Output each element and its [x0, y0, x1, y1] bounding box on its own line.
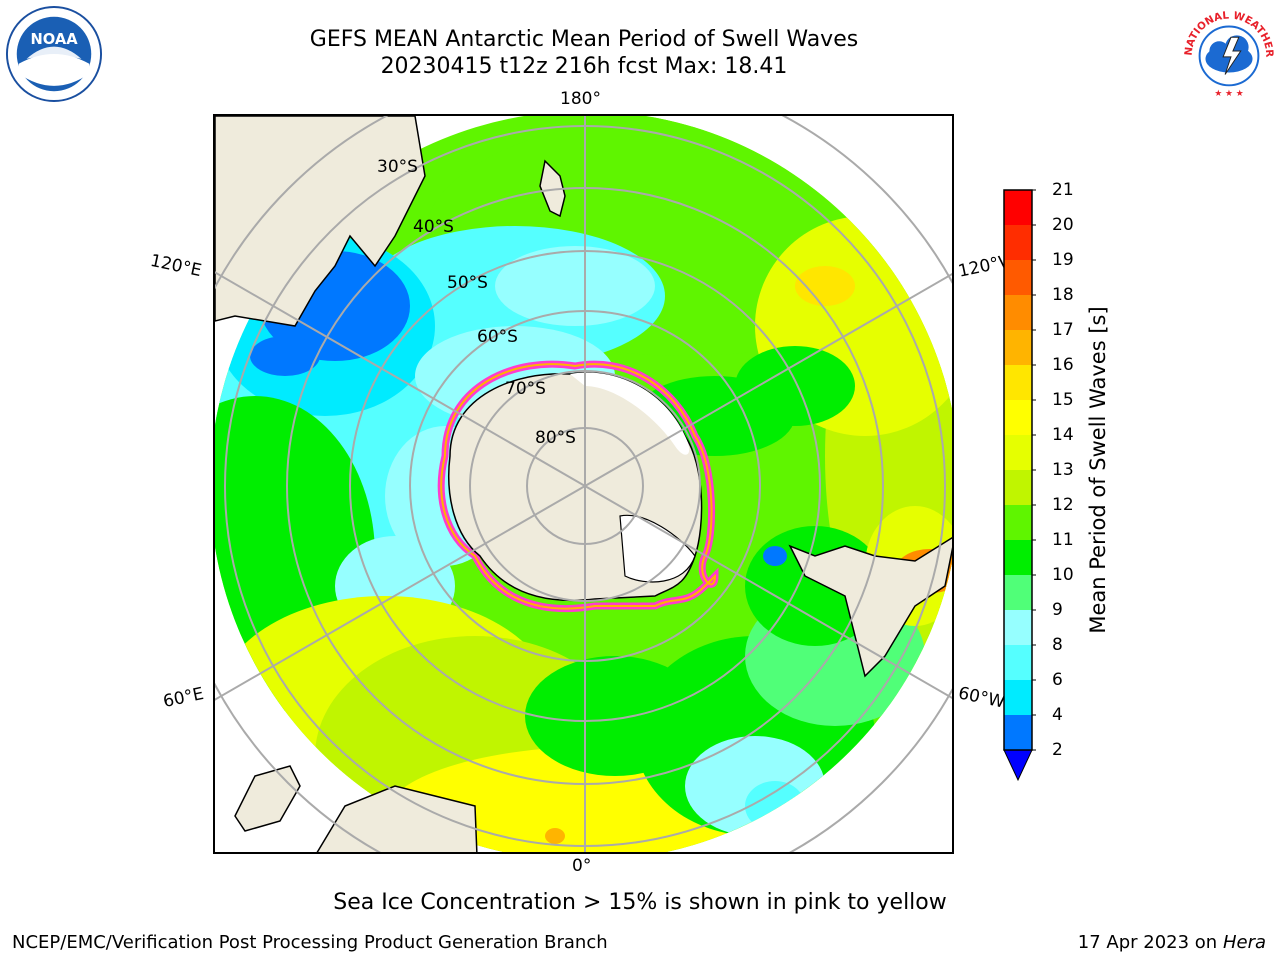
colorbar-tick-label: 6 — [1052, 670, 1063, 690]
colorbar-segment — [1004, 540, 1032, 575]
colorbar-label: Mean Period of Swell Waves [s] — [1086, 306, 1110, 634]
colorbar-tick-label: 17 — [1052, 320, 1074, 340]
colorbar-segment — [1004, 715, 1032, 750]
colorbar-segment — [1004, 295, 1032, 330]
colorbar-segment — [1004, 680, 1032, 715]
lat-label: 40°S — [413, 217, 454, 237]
colorbar-tick-label: 12 — [1052, 495, 1074, 515]
lat-label: 60°S — [477, 327, 518, 347]
colorbar-segment — [1004, 225, 1032, 260]
swell-region — [250, 336, 320, 376]
chart-subtitle: 20230415 t12z 216h fcst Max: 18.41 — [380, 54, 788, 79]
australia-land — [215, 116, 426, 327]
colorbar-tick-label: 21 — [1052, 180, 1074, 200]
svg-text:NOAA: NOAA — [30, 31, 78, 48]
colorbar-segment — [1004, 610, 1032, 645]
polar-map: 30°S 40°S 50°S 60°S 70°S 80°S — [215, 116, 952, 852]
swell-region — [685, 736, 825, 836]
credit-text: NCEP/EMC/Verification Post Processing Pr… — [12, 932, 608, 953]
colorbar-segment — [1004, 470, 1032, 505]
colorbar-tick-label: 10 — [1052, 565, 1074, 585]
colorbar-tick-label: 19 — [1052, 250, 1074, 270]
colorbar-tick-label: 15 — [1052, 390, 1074, 410]
colorbar-segment — [1004, 260, 1032, 295]
colorbar-segment — [1004, 330, 1032, 365]
date-value: 17 Apr 2023 on — [1077, 932, 1218, 953]
colorbar-extend-triangle — [1003, 749, 1033, 782]
sea-ice-inner — [440, 363, 717, 610]
meridian-line — [215, 272, 952, 701]
lat-label: 80°S — [535, 428, 576, 448]
lon-label-60w: 60°W — [956, 683, 1007, 713]
colorbar-tick-label: 8 — [1052, 635, 1063, 655]
lon-label-120e: 120°E — [148, 250, 204, 282]
africa-land — [316, 785, 478, 852]
colorbar-segment — [1004, 435, 1032, 470]
colorbar-segment — [1004, 365, 1032, 400]
colorbar-segment — [1004, 190, 1032, 225]
lon-label-180: 180° — [560, 89, 601, 109]
madagascar-land — [234, 765, 301, 832]
chart-title: GEFS MEAN Antarctic Mean Period of Swell… — [309, 27, 859, 52]
sea-ice-note: Sea Ice Concentration > 15% is shown in … — [333, 890, 947, 915]
colorbar-tick-label: 2 — [1052, 740, 1063, 760]
colorbar-segment — [1004, 645, 1032, 680]
swell-region — [545, 828, 565, 844]
south-america-land — [788, 536, 952, 678]
noaa-logo: NOAA — [5, 5, 103, 103]
colorbar-tick-label: 4 — [1052, 705, 1063, 725]
swell-region — [795, 266, 855, 306]
lat-label: 50°S — [447, 273, 488, 293]
colorbar-segment — [1004, 505, 1032, 540]
ross-ice-shelf — [570, 372, 690, 455]
colorbar-tick-label: 18 — [1052, 285, 1074, 305]
colorbar — [1003, 189, 1036, 782]
date-text: 17 Apr 2023 on Hera — [1078, 932, 1266, 953]
nws-logo: NATIONAL WEATHER SERVICE ★ ★ ★ — [1180, 2, 1275, 99]
weddell-ice-shelf — [619, 514, 696, 583]
lon-label-0: 0° — [572, 856, 592, 876]
swell-region — [495, 246, 655, 326]
colorbar-tick-label: 20 — [1052, 215, 1074, 235]
lat-label: 30°S — [377, 157, 418, 177]
colorbar-tick-label: 16 — [1052, 355, 1074, 375]
svg-text:★ ★ ★: ★ ★ ★ — [1214, 89, 1243, 99]
colorbar-segment — [1004, 400, 1032, 435]
colorbar-tick-label: 11 — [1052, 530, 1074, 550]
machine-name: Hera — [1222, 932, 1266, 953]
map-panel: 30°S 40°S 50°S 60°S 70°S 80°S — [213, 114, 954, 854]
lon-label-60e: 60°E — [161, 683, 206, 713]
new-zealand-land — [539, 159, 566, 218]
colorbar-tick-label: 9 — [1052, 600, 1063, 620]
swell-region — [745, 781, 805, 831]
colorbar-tick-label: 13 — [1052, 460, 1074, 480]
swell-region — [763, 546, 787, 566]
colorbar-segment — [1004, 575, 1032, 610]
lat-label: 70°S — [505, 379, 546, 399]
colorbar-tick-label: 14 — [1052, 425, 1074, 445]
